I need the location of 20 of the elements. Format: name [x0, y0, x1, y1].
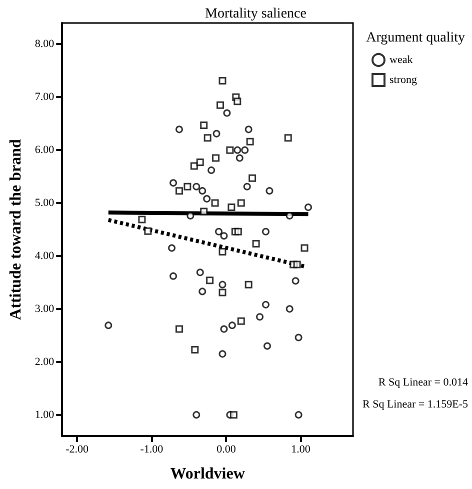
y-tick-label: 2.00 — [34, 356, 55, 368]
y-tick-label: 4.00 — [34, 250, 55, 262]
x-tick-label: -1.00 — [140, 444, 164, 456]
x-tick-label: 0.00 — [216, 444, 236, 456]
y-tick-label: 3.00 — [34, 302, 55, 315]
chart-title: Mortality salience — [205, 6, 306, 22]
y-tick-label: 5.00 — [34, 197, 55, 210]
text: R Sq Linear = 1.159E-5 — [362, 398, 468, 410]
y-tick-label: 8.00 — [34, 38, 55, 50]
text: R Sq Linear = 0.014 — [378, 376, 468, 388]
y-tick-label: 7.00 — [34, 91, 55, 104]
legend-title: Argument quality — [366, 30, 466, 46]
x-tick-label: 1.00 — [291, 444, 311, 456]
y-tick-label: 1.00 — [34, 408, 55, 421]
x-tick-label: -2.00 — [66, 444, 90, 456]
y-tick-label: 6.00 — [34, 144, 55, 156]
legend-label: weak — [390, 54, 414, 66]
legend-label: strong — [390, 74, 418, 86]
y-axis-title: Attitude toward the brand — [8, 138, 24, 320]
x-axis-title: Worldview — [170, 466, 246, 482]
